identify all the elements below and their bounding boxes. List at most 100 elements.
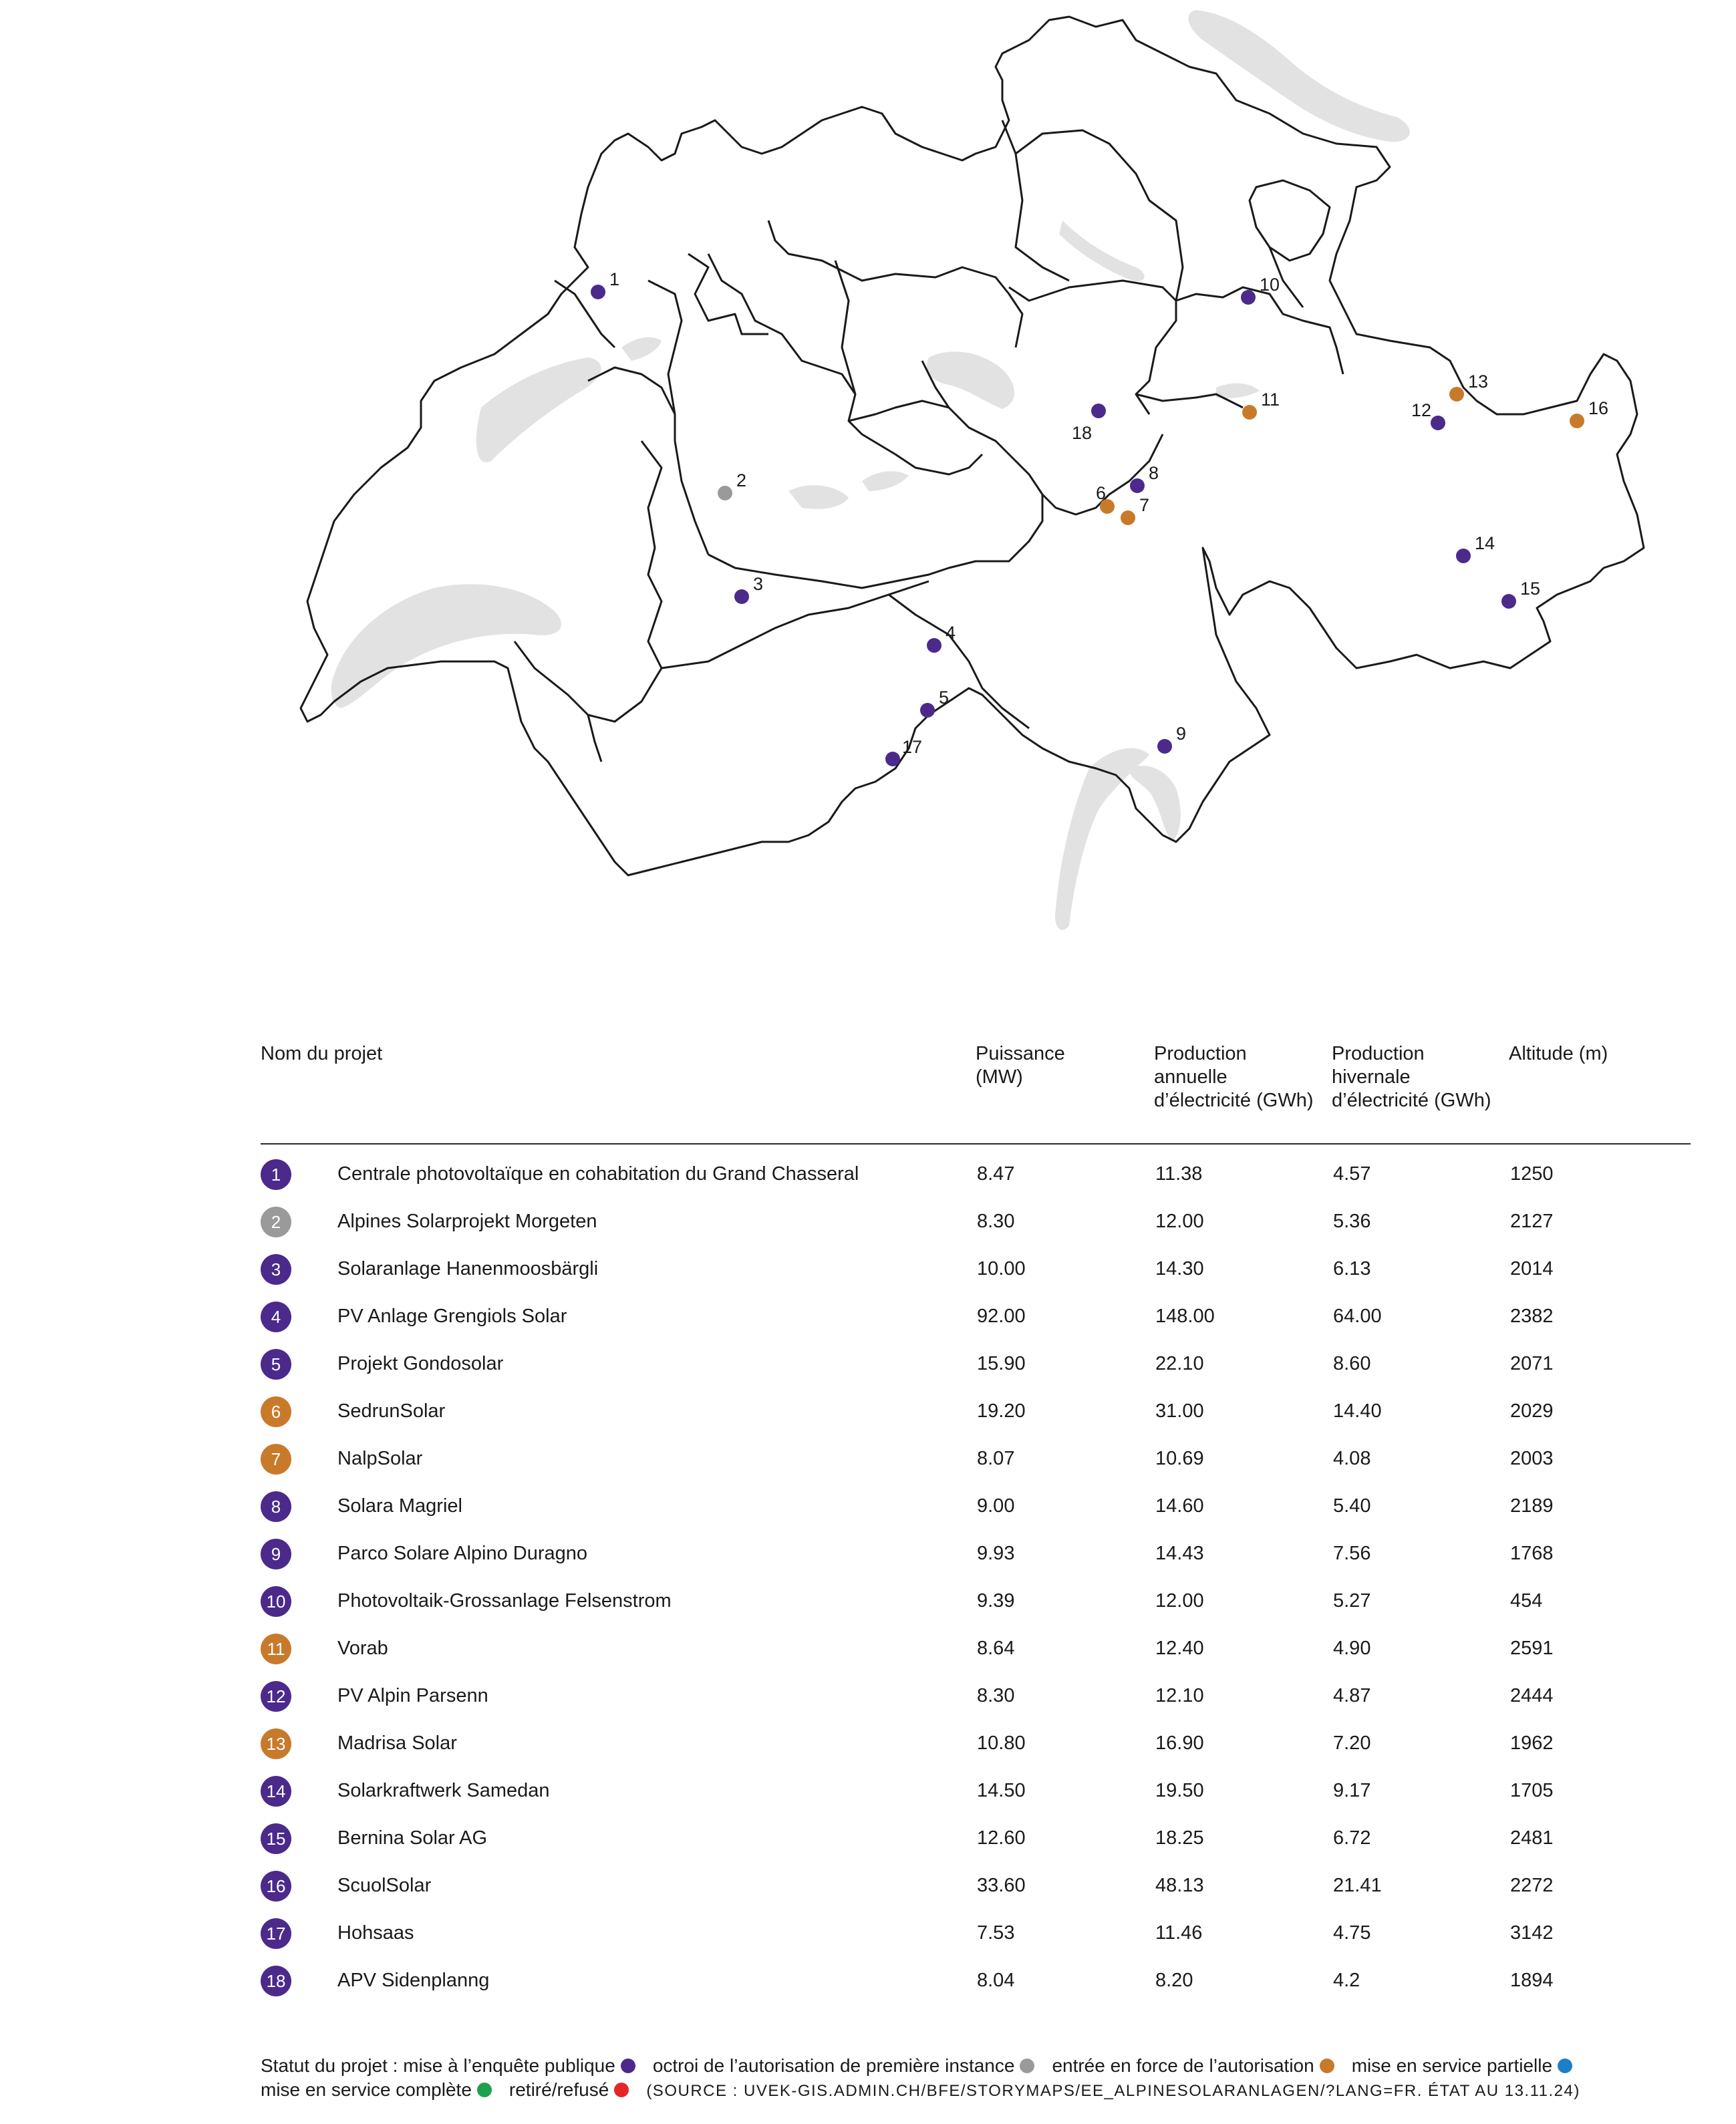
legend-label: mise en service complète <box>261 2079 472 2100</box>
project-marker[interactable]: 5 <box>920 688 949 718</box>
annual-production-value: 16.90 <box>1155 1732 1204 1754</box>
marker-label: 14 <box>1475 533 1495 553</box>
annual-production-value: 22.10 <box>1155 1353 1204 1374</box>
marker-dot-icon <box>1242 405 1257 420</box>
project-marker[interactable]: 6 <box>1096 483 1115 514</box>
table-row: 3 Solaranlage Hanenmoosbärgli 10.00 14.30 6.… <box>261 1246 1691 1294</box>
project-marker[interactable]: 14 <box>1456 533 1495 563</box>
project-marker[interactable]: 12 <box>1411 400 1445 430</box>
annual-production-value: 12.40 <box>1155 1638 1204 1659</box>
legend-label: retiré/refusé <box>509 2079 609 2100</box>
table-body: 1 Centrale photovoltaïque en cohabitation… <box>261 1151 1691 2005</box>
project-name: SedrunSolar <box>337 1400 446 1422</box>
marker-label: 8 <box>1149 463 1159 483</box>
project-marker[interactable]: 10 <box>1241 275 1280 305</box>
project-marker[interactable]: 3 <box>734 574 763 604</box>
table-row: 2 Alpines Solarprojekt Morgeten 8.30 12.00 5… <box>261 1199 1691 1246</box>
header-winter-line-1: Production <box>1332 1043 1425 1064</box>
project-name: Solaranlage Hanenmoosbärgli <box>337 1258 599 1279</box>
project-marker[interactable]: 8 <box>1130 463 1159 493</box>
altitude-value: 454 <box>1510 1590 1543 1612</box>
project-marker[interactable]: 11 <box>1242 390 1280 420</box>
project-marker[interactable]: 18 <box>1072 404 1106 443</box>
lake-zurich <box>1059 220 1145 281</box>
project-number-badge: 4 <box>261 1302 291 1332</box>
status-dot-icon <box>1558 2059 1573 2073</box>
winter-production-value: 7.56 <box>1333 1543 1371 1564</box>
power-value: 14.50 <box>977 1780 1026 1801</box>
header-annual-line-1: Production <box>1154 1043 1247 1064</box>
table-row: 8 Solara Magriel 9.00 14.60 5.40 2189 <box>261 1483 1691 1531</box>
altitude-value: 1705 <box>1510 1780 1554 1801</box>
table-row: 9 Parco Solare Alpino Duragno 9.93 14.43 7.5… <box>261 1531 1691 1578</box>
project-name: APV Sidenplanng <box>337 1970 490 1991</box>
lake-lucerne <box>926 351 1015 409</box>
lake-maggiore <box>1055 748 1149 930</box>
legend-source: (SOURCE : UVEK-GIS.ADMIN.CH/BFE/STORYMAP… <box>646 2082 1580 2100</box>
marker-label: 16 <box>1588 398 1608 418</box>
project-marker[interactable]: 4 <box>927 623 956 653</box>
altitude-value: 2189 <box>1510 1495 1554 1517</box>
winter-production-value: 5.36 <box>1333 1211 1371 1232</box>
winter-production-value: 7.20 <box>1333 1732 1371 1754</box>
annual-production-value: 12.00 <box>1155 1590 1204 1612</box>
marker-label: 2 <box>736 470 746 490</box>
project-name: ScuolSolar <box>337 1875 432 1896</box>
altitude-value: 2014 <box>1510 1258 1554 1279</box>
header-annual-line-3: d’électricité (GWh) <box>1154 1090 1314 1111</box>
lake-brienz <box>862 471 909 491</box>
winter-production-value: 5.40 <box>1333 1495 1371 1517</box>
marker-label: 5 <box>939 688 949 708</box>
header-power-line-1: Puissance <box>976 1043 1065 1064</box>
winter-production-value: 21.41 <box>1333 1875 1382 1896</box>
table-header: Nom du projet Puissance (MW) Production … <box>261 1042 1691 1145</box>
header-annual-line-2: annuelle <box>1154 1066 1227 1088</box>
annual-production-value: 14.30 <box>1155 1258 1204 1279</box>
marker-dot-icon <box>1570 414 1584 428</box>
marker-dot-icon <box>1241 290 1256 305</box>
project-marker[interactable]: 9 <box>1157 724 1186 754</box>
table-row: 17 Hohsaas 7.53 11.46 4.75 3142 <box>261 1910 1691 1958</box>
legend-item-5: mise en service complète <box>261 2079 492 2100</box>
project-marker[interactable]: 15 <box>1501 579 1540 609</box>
project-marker[interactable]: 7 <box>1121 495 1149 525</box>
table-row: 4 PV Anlage Grengiols Solar 92.00 148.00 64.… <box>261 1294 1691 1341</box>
lake-geneva <box>331 584 561 708</box>
marker-dot-icon <box>1157 739 1172 754</box>
legend-line-2: mise en service complète retiré/refusé (SO… <box>261 2078 1697 2103</box>
marker-dot-icon <box>1456 549 1471 563</box>
marker-label: 9 <box>1176 724 1186 744</box>
table-row: 6 SedrunSolar 19.20 31.00 14.40 2029 <box>261 1388 1691 1436</box>
annual-production-value: 14.60 <box>1155 1495 1204 1517</box>
project-name: Centrale photovoltaïque en cohabitation … <box>337 1163 859 1185</box>
power-value: 8.30 <box>977 1685 1015 1706</box>
altitude-value: 2029 <box>1510 1400 1554 1422</box>
project-marker[interactable]: 17 <box>885 737 922 766</box>
winter-production-value: 64.00 <box>1333 1306 1382 1327</box>
status-dot-icon <box>614 2083 629 2097</box>
altitude-value: 2071 <box>1510 1353 1554 1374</box>
annual-production-value: 18.25 <box>1155 1827 1204 1849</box>
legend: Statut du projet : mise à l’enquête publ… <box>261 2054 1697 2103</box>
project-marker[interactable]: 2 <box>718 470 746 500</box>
marker-dot-icon <box>1100 499 1115 514</box>
winter-production-value: 8.60 <box>1333 1353 1371 1374</box>
legend-line-1: Statut du projet : mise à l’enquête publ… <box>261 2054 1697 2078</box>
project-name: PV Anlage Grengiols Solar <box>337 1306 567 1327</box>
project-marker[interactable]: 16 <box>1570 398 1608 428</box>
project-marker[interactable]: 1 <box>591 269 619 299</box>
annual-production-value: 48.13 <box>1155 1875 1204 1896</box>
project-name: Solara Magriel <box>337 1495 462 1517</box>
header-rule <box>261 1143 1691 1145</box>
altitude-value: 2272 <box>1510 1875 1554 1896</box>
annual-production-value: 11.46 <box>1155 1922 1203 1944</box>
header-name: Nom du projet <box>261 1043 383 1064</box>
altitude-value: 1962 <box>1510 1732 1554 1754</box>
altitude-value: 2382 <box>1510 1306 1554 1327</box>
annual-production-value: 8.20 <box>1155 1970 1193 1991</box>
winter-production-value: 4.08 <box>1333 1448 1371 1469</box>
winter-production-value: 6.13 <box>1333 1258 1371 1279</box>
project-marker[interactable]: 13 <box>1449 371 1488 402</box>
project-number-badge: 15 <box>261 1823 291 1854</box>
